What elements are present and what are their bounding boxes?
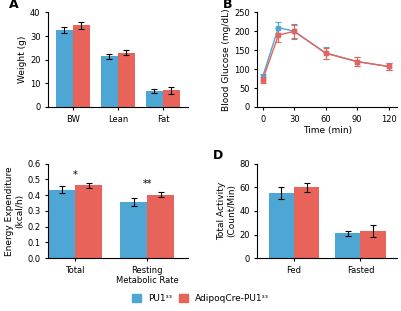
Bar [146,91,163,107]
Text: B: B [223,0,232,11]
Bar [269,193,294,258]
Y-axis label: Blood Glucose (mg/dL): Blood Glucose (mg/dL) [222,8,231,111]
Y-axis label: Energy Expenditure
(kcal/h): Energy Expenditure (kcal/h) [5,166,24,256]
Bar [147,195,174,258]
Text: D: D [213,149,223,162]
Legend: PU1ᶟᶟ, AdipoqCre-PU1ᶟᶟ: PU1ᶟᶟ, AdipoqCre-PU1ᶟᶟ [128,290,273,306]
Y-axis label: Total Activity
(Count/Min): Total Activity (Count/Min) [217,182,237,240]
Bar [335,233,360,258]
Bar [73,26,90,107]
Bar [163,91,180,107]
Bar [48,190,75,258]
Bar [75,185,102,258]
Bar [101,56,118,107]
Bar [118,53,135,107]
Text: *: * [73,170,77,180]
Text: A: A [9,0,19,11]
Bar [360,231,386,258]
Bar [294,187,319,258]
Text: **: ** [142,179,152,189]
Y-axis label: Weight (g): Weight (g) [18,36,27,83]
X-axis label: Time (min): Time (min) [303,126,352,135]
Bar [56,30,73,107]
Bar [120,202,147,258]
